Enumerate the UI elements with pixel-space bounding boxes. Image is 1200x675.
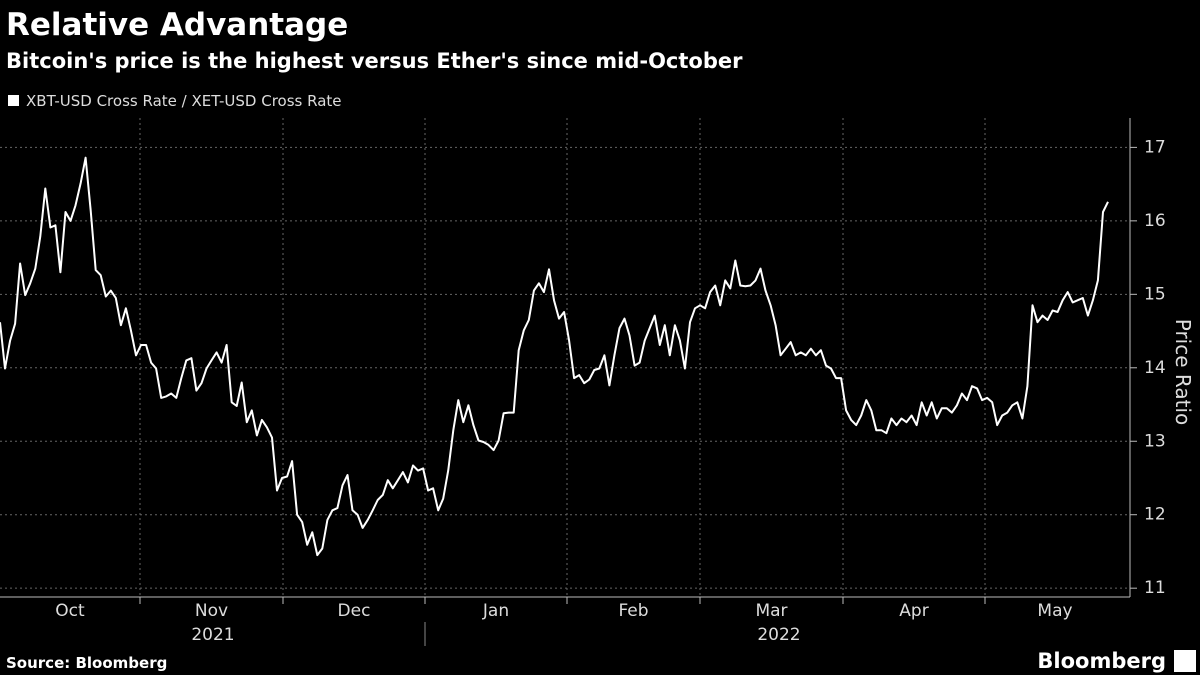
x-tick-label: Feb: [618, 601, 648, 621]
y-tick-label: 13: [1144, 431, 1166, 451]
legend-swatch: [8, 95, 19, 106]
y-tick-label: 14: [1144, 358, 1166, 378]
source: Source: Bloomberg: [6, 654, 167, 672]
x-tick-label: Dec: [338, 601, 371, 621]
x-tick-label: Oct: [55, 601, 85, 621]
y-tick-label: 17: [1144, 137, 1166, 157]
x-tick-label: May: [1037, 601, 1072, 621]
y-tick-label: 11: [1144, 578, 1166, 598]
year-label: 2021: [191, 625, 234, 645]
y-axis-label: Price Ratio: [1171, 319, 1195, 426]
data-line: [0, 156, 1109, 557]
chart-title: Relative Advantage: [6, 7, 348, 43]
x-tick-label: Mar: [755, 601, 787, 621]
y-tick-label: 16: [1144, 211, 1166, 231]
year-label: 2022: [757, 625, 800, 645]
x-tick-label: Apr: [899, 601, 928, 621]
x-tick-label: Nov: [195, 601, 228, 621]
x-tick-label: Jan: [482, 601, 509, 621]
chart-subtitle: Bitcoin's price is the highest versus Et…: [6, 49, 743, 73]
brand: Bloomberg: [1037, 649, 1166, 673]
brand-icon: [1174, 650, 1196, 672]
y-tick-label: 12: [1144, 505, 1166, 525]
legend-label: XBT-USD Cross Rate / XET-USD Cross Rate: [26, 92, 342, 110]
y-tick-label: 15: [1144, 284, 1166, 304]
